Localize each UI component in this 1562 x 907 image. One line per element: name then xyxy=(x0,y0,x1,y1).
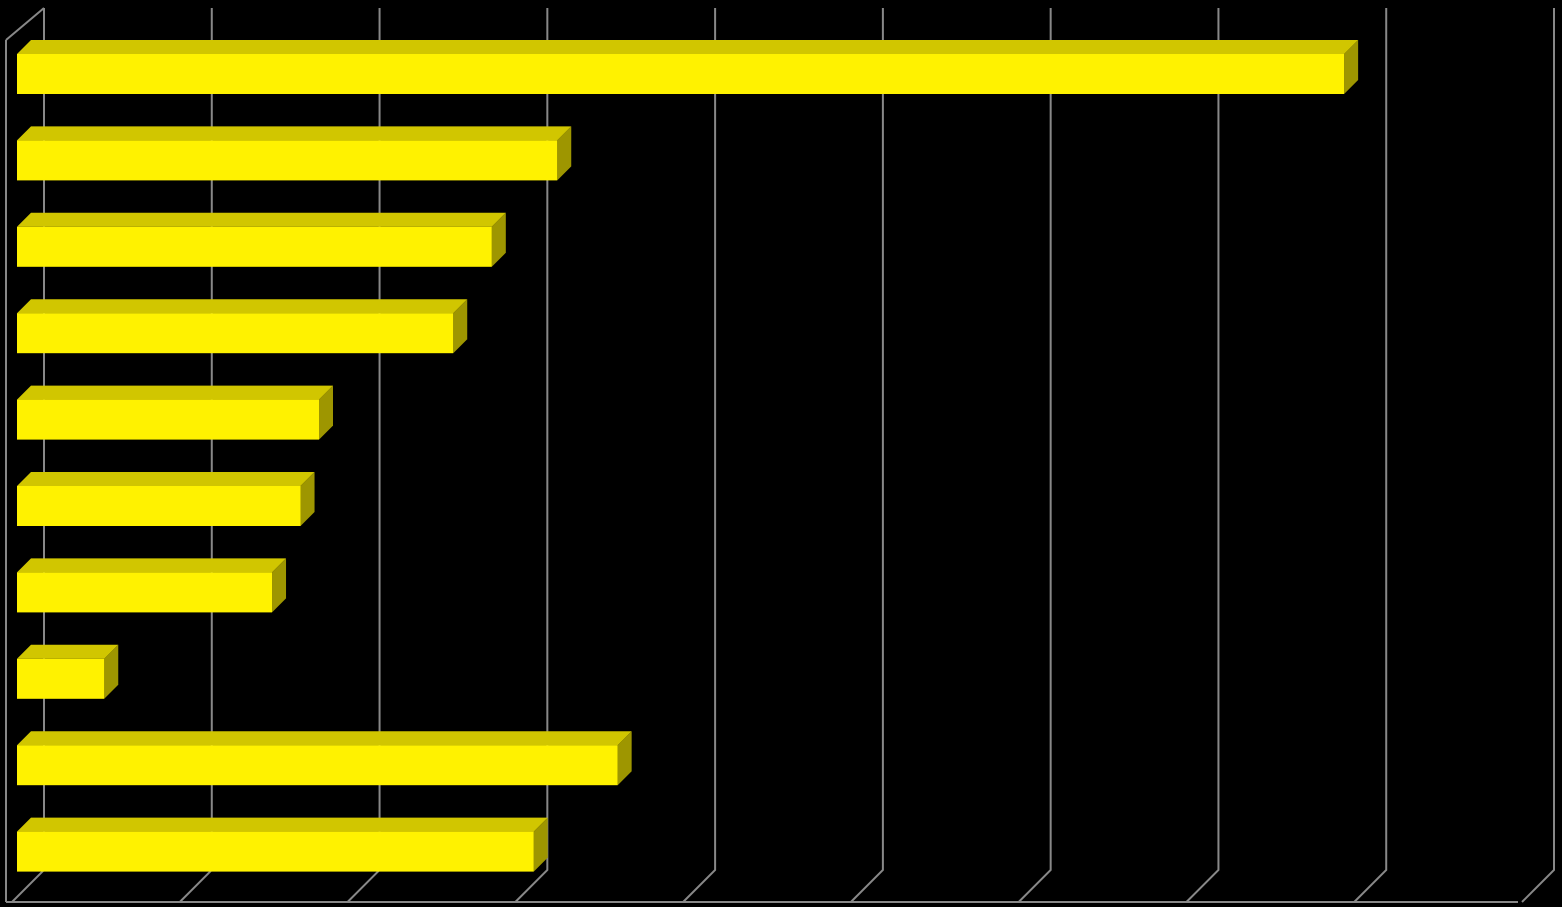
bar xyxy=(17,54,1345,94)
bar-top xyxy=(17,40,1359,54)
grid-line xyxy=(1521,8,1555,903)
wall-edge xyxy=(5,7,45,41)
bar xyxy=(17,313,454,354)
bar-side xyxy=(617,731,632,786)
bar-top xyxy=(17,299,468,314)
bar-side xyxy=(104,644,119,699)
bar xyxy=(17,572,273,613)
bar-top xyxy=(17,731,632,746)
grid-line xyxy=(850,8,884,903)
bar-top xyxy=(17,385,333,400)
bar-side xyxy=(533,817,548,872)
bar-side xyxy=(300,472,315,526)
bar xyxy=(17,745,618,786)
grid-line xyxy=(1017,8,1052,903)
bar-top xyxy=(17,126,572,141)
bar-top xyxy=(17,212,506,227)
bar xyxy=(17,226,492,267)
bar-top xyxy=(17,817,548,832)
bar-side xyxy=(319,385,333,440)
bar-top xyxy=(17,472,315,486)
bar-side xyxy=(272,558,287,613)
grid-line xyxy=(1353,8,1388,903)
bar-top xyxy=(17,644,119,659)
bar xyxy=(17,658,105,699)
bar-side xyxy=(491,212,506,267)
bar xyxy=(17,486,301,526)
bar-side xyxy=(557,126,572,181)
bar-top xyxy=(17,558,287,573)
bar xyxy=(17,831,534,872)
bar-side xyxy=(453,299,468,354)
bar xyxy=(17,140,558,181)
grid-line xyxy=(514,8,549,903)
bar-side xyxy=(1344,40,1359,94)
grid-line xyxy=(1185,8,1220,903)
grid-line xyxy=(682,8,717,903)
bar xyxy=(17,399,319,440)
